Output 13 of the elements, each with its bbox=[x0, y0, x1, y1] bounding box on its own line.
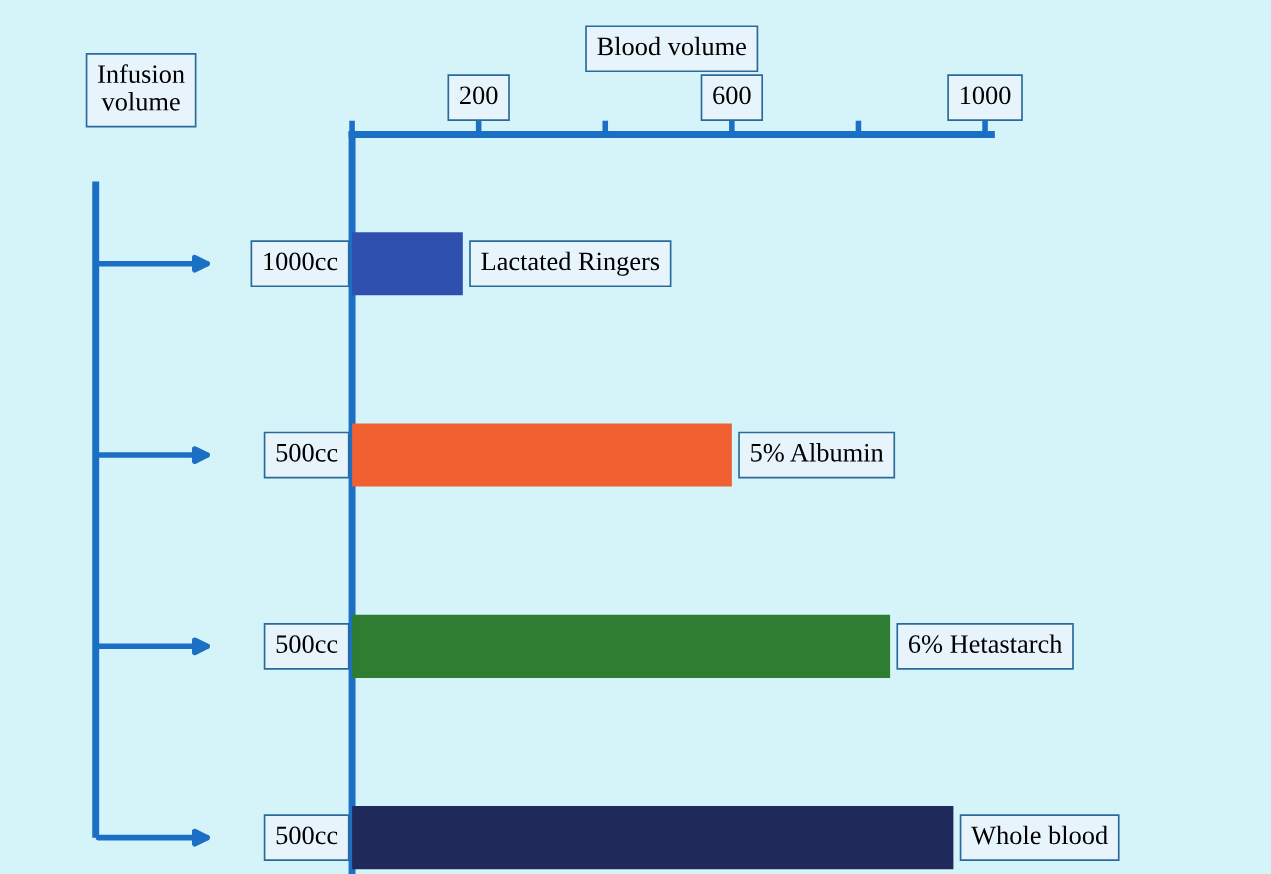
y-tick-label: Lactated Ringers bbox=[481, 251, 660, 276]
text: Infusion volume bbox=[98, 64, 185, 111]
y-tick-label: 5% Albumin bbox=[751, 443, 884, 462]
text: 500cc bbox=[276, 635, 338, 653]
text: 1000cc bbox=[264, 252, 338, 271]
y-tick-label: Whole blood bbox=[971, 825, 1108, 845]
x-tick-label: 1000 bbox=[960, 86, 1011, 105]
text: 500cc bbox=[276, 826, 338, 845]
text: 500cc bbox=[276, 443, 338, 462]
x-axis-title: Blood volume bbox=[597, 36, 746, 56]
x-tick-label: 600 bbox=[713, 86, 751, 105]
x-tick-label: 200 bbox=[460, 86, 498, 105]
y-tick-label: 6% Hetastarch bbox=[908, 634, 1063, 654]
